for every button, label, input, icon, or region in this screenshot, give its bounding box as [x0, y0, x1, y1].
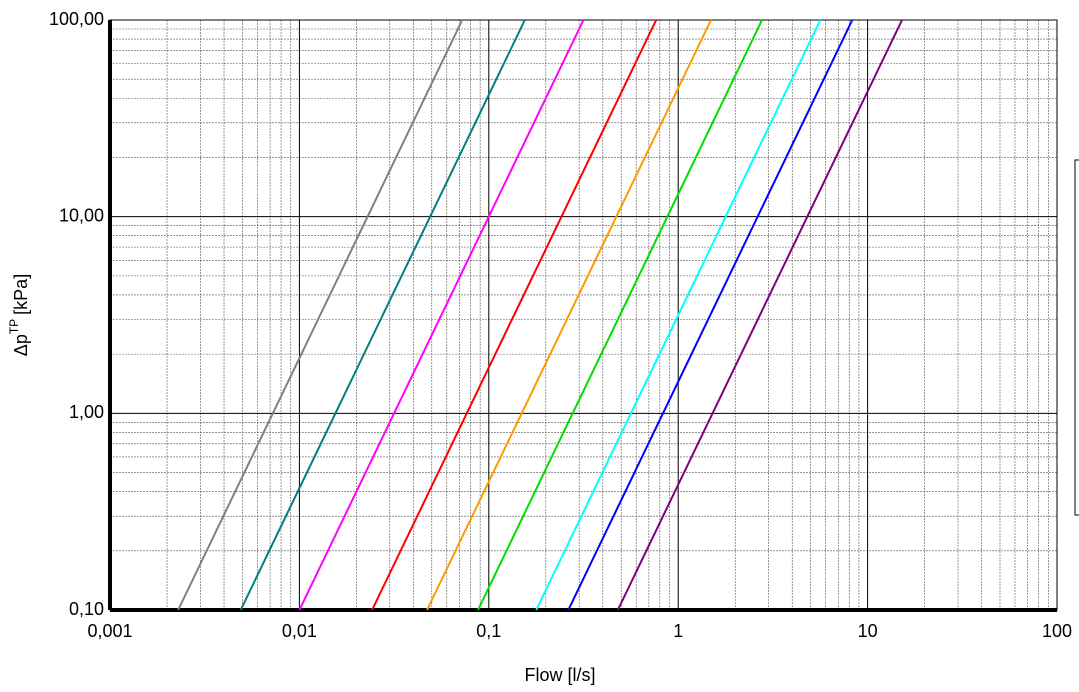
y-tick-label: 100,00	[49, 9, 104, 29]
plot-area	[110, 20, 1057, 610]
y-label-main: Δp	[11, 334, 31, 356]
series-line	[616, 19, 903, 611]
series-line	[298, 19, 585, 611]
series-line	[426, 19, 712, 611]
x-tick-label: 0,001	[87, 621, 132, 641]
x-tick-label: 1	[673, 621, 683, 641]
x-axis-label: Flow [l/s]	[524, 665, 595, 685]
x-tick-label: 100	[1042, 621, 1072, 641]
x-tick-label: 0,01	[282, 621, 317, 641]
y-axis-label: ΔpTP [kPa]	[7, 274, 31, 356]
legend-box	[1074, 159, 1079, 516]
y-tick-label: 0,10	[69, 599, 104, 619]
x-tick-label: 10	[858, 621, 878, 641]
y-tick-label: 10,00	[59, 205, 104, 225]
x-tick-label: 0,1	[476, 621, 501, 641]
series-line	[567, 19, 854, 611]
y-label-sup: TP	[7, 319, 21, 334]
series-line	[177, 19, 464, 611]
series-line	[477, 19, 763, 611]
series-line	[371, 19, 658, 611]
series-line	[239, 19, 526, 611]
y-label-unit: [kPa]	[11, 274, 31, 315]
series-line	[535, 19, 822, 611]
y-tick-label: 1,00	[69, 402, 104, 422]
